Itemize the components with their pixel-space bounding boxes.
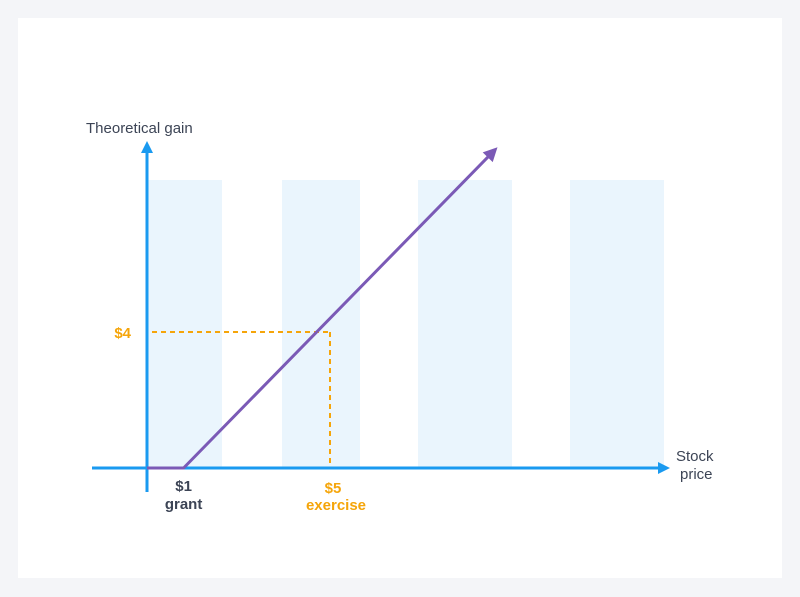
y-axis-arrowhead: [141, 141, 153, 153]
payoff-line: [147, 154, 491, 470]
grant-tick-label: $1: [175, 478, 192, 495]
background-bands: [147, 180, 664, 468]
exercise-tick-sublabel: exercise: [306, 497, 366, 514]
x-axis-arrowhead: [658, 462, 670, 474]
x-axis-title-line: Stock: [676, 448, 714, 465]
background-band: [570, 180, 664, 468]
x-axis-title: Stock price: [676, 448, 714, 483]
grant-tick-sublabel: grant: [165, 496, 203, 513]
background-band: [418, 180, 512, 468]
payoff-arrowhead: [482, 147, 498, 163]
gain-tick-label: $4: [114, 325, 131, 342]
exercise-tick-label: $5: [325, 480, 342, 497]
y-axis-title: Theoretical gain: [86, 120, 193, 137]
x-axis-title-line: price: [680, 466, 713, 483]
background-band: [147, 180, 222, 468]
background-band: [282, 180, 360, 468]
